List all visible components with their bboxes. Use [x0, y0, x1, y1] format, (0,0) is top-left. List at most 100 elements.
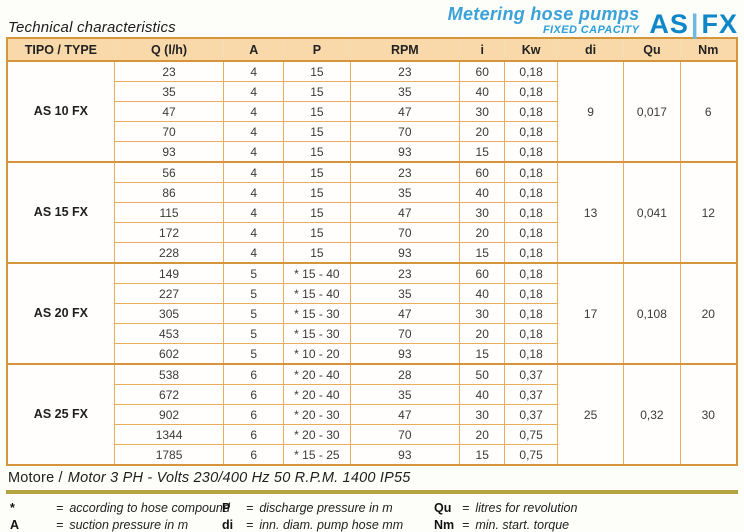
legend-item: di = inn. diam. pump hose mm: [222, 518, 434, 532]
pressure-cell: 15: [283, 202, 351, 223]
flow-cell: 56: [113, 161, 225, 183]
pressure-cell: * 10 - 20: [283, 343, 351, 365]
power-cell: 0,18: [504, 262, 558, 284]
pressure-cell: 15: [283, 161, 351, 183]
legend-equals: =: [462, 518, 470, 532]
ratio-cell: 20: [459, 323, 506, 344]
ratio-cell: 40: [459, 384, 506, 405]
power-cell: 0,18: [504, 121, 558, 142]
flow-cell: 115: [113, 202, 225, 223]
power-cell: 0,18: [504, 161, 558, 183]
rpm-cell: 47: [349, 202, 461, 223]
column-header: Kw: [504, 37, 558, 62]
power-cell: 0,18: [504, 303, 558, 324]
table-row: 602 5 * 10 - 20 93 15 0,18: [7, 343, 737, 365]
series-logo-left: AS: [649, 8, 689, 39]
torque-cell: 12: [679, 161, 738, 264]
pressure-cell: 15: [283, 242, 351, 264]
litres-per-rev-cell: 0,32: [623, 363, 681, 466]
pressure-cell: * 20 - 30: [283, 404, 351, 425]
flow-cell: 228: [113, 242, 225, 264]
brand-product-name: Metering hose pumps: [447, 4, 640, 24]
table-row: 227 5 * 15 - 40 35 40 0,18: [7, 283, 737, 304]
brand-subtitle: FIXED CAPACITY: [542, 24, 640, 36]
rpm-cell: 47: [349, 303, 461, 324]
table-row: 672 6 * 20 - 40 35 40 0,37: [7, 384, 737, 405]
table-row: 453 5 * 15 - 30 70 20 0,18: [7, 323, 737, 344]
suction-cell: 4: [223, 81, 285, 102]
legend-definition: according to hose compound: [69, 501, 230, 515]
suction-cell: 4: [223, 182, 285, 203]
power-cell: 0,18: [504, 283, 558, 304]
flow-cell: 672: [113, 384, 225, 405]
series-logo-separator: |: [690, 8, 700, 39]
table-row: AS 25 FX 538 6 * 20 - 40 28 50 0,37 25 0,32 30: [6, 363, 738, 466]
power-cell: 0,18: [504, 242, 558, 264]
rpm-cell: 47: [349, 101, 461, 122]
rpm-cell: 35: [349, 384, 461, 405]
legend-symbol: P: [222, 501, 231, 515]
column-header: P: [283, 37, 351, 62]
legend-item: * = according to hose compound: [10, 501, 230, 515]
suction-cell: 4: [223, 141, 285, 163]
table-row: 902 6 * 20 - 30 47 30 0,37: [7, 404, 737, 425]
ratio-cell: 20: [459, 222, 506, 243]
hose-diameter-cell: 25: [556, 363, 625, 466]
column-header: i: [459, 37, 506, 62]
legend-item: Qu = litres for revolution: [434, 501, 738, 515]
legend-definition: inn. diam. pump hose mm: [259, 518, 404, 532]
pump-type-cell: AS 25 FX: [6, 363, 115, 466]
litres-per-rev-cell: 0,041: [623, 161, 681, 264]
flow-cell: 47: [113, 101, 225, 122]
pressure-cell: 15: [283, 81, 351, 102]
flow-cell: 453: [113, 323, 225, 344]
power-cell: 0,18: [504, 343, 558, 365]
power-cell: 0,37: [504, 404, 558, 425]
ratio-cell: 50: [459, 363, 506, 385]
brand-block: Metering hose pumps FIXED CAPACITY AS|FX: [447, 4, 738, 39]
legend-symbol: di: [222, 518, 234, 532]
pressure-cell: * 20 - 40: [283, 384, 351, 405]
rpm-cell: 23: [349, 262, 461, 284]
flow-cell: 172: [113, 222, 225, 243]
rpm-cell: 93: [349, 444, 461, 466]
power-cell: 0,18: [504, 60, 558, 82]
column-header: di: [556, 37, 625, 62]
suction-cell: 4: [223, 161, 285, 183]
rpm-cell: 35: [349, 182, 461, 203]
divider-bar: [6, 490, 738, 494]
ratio-cell: 40: [459, 182, 506, 203]
table-row: 86 4 15 35 40 0,18: [7, 182, 737, 203]
torque-cell: 30: [679, 363, 738, 466]
suction-cell: 4: [223, 202, 285, 223]
ratio-cell: 40: [459, 81, 506, 102]
power-cell: 0,18: [504, 323, 558, 344]
suction-cell: 4: [223, 121, 285, 142]
table-row: 172 4 15 70 20 0,18: [7, 222, 737, 243]
legend-equals: =: [462, 501, 470, 515]
ratio-cell: 15: [459, 343, 506, 365]
power-cell: 0,18: [504, 222, 558, 243]
legend-item: A = suction pressure in m: [10, 518, 222, 532]
rpm-cell: 70: [349, 323, 461, 344]
legend-symbol: Qu: [434, 501, 452, 515]
specs-table: TIPO / TYPE Q (l/h) A P RPM i Kw di Qu Nm AS 10 F…: [6, 37, 738, 466]
flow-cell: 35: [113, 81, 225, 102]
hose-diameter-cell: 17: [556, 262, 625, 365]
litres-per-rev-cell: 0,017: [623, 60, 681, 163]
rpm-cell: 93: [349, 141, 461, 163]
power-cell: 0,75: [504, 444, 558, 466]
flow-cell: 538: [113, 363, 225, 385]
suction-cell: 5: [223, 262, 285, 284]
table-row: 93 4 15 93 15 0,18: [7, 141, 737, 163]
pressure-cell: 15: [283, 141, 351, 163]
torque-cell: 6: [679, 60, 738, 163]
flow-cell: 70: [113, 121, 225, 142]
rpm-cell: 23: [349, 60, 461, 82]
pressure-cell: 15: [283, 182, 351, 203]
flow-cell: 305: [113, 303, 225, 324]
pressure-cell: * 20 - 30: [283, 424, 351, 445]
rpm-cell: 47: [349, 404, 461, 425]
ratio-cell: 60: [459, 161, 506, 183]
legend-equals: =: [246, 501, 254, 515]
